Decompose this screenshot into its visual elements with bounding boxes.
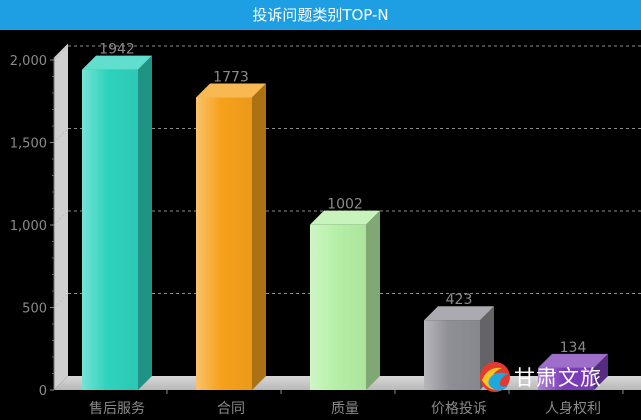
bar-1 bbox=[196, 83, 266, 390]
bar-side-face bbox=[138, 55, 152, 390]
y-tick-label: 1,500 bbox=[10, 137, 47, 152]
bar-side-face bbox=[252, 83, 266, 390]
bar-4 bbox=[538, 353, 608, 390]
chart-title: 投诉问题类别TOP-N bbox=[252, 6, 389, 24]
y-tick-label: 2,000 bbox=[10, 54, 47, 69]
bar-top-face bbox=[82, 55, 152, 70]
x-tick-label: 合同 bbox=[217, 401, 245, 417]
bar-top-face bbox=[538, 353, 608, 368]
y-tick-label: 1,000 bbox=[10, 219, 47, 234]
bar-value-label: 134 bbox=[560, 340, 587, 356]
gridline-diagonal bbox=[53, 210, 69, 226]
x-tick-label: 价格投诉 bbox=[431, 401, 487, 417]
logo-swirl-icon bbox=[480, 362, 510, 392]
x-tick-label: 质量 bbox=[331, 401, 359, 417]
bar-value-label: 1002 bbox=[327, 197, 363, 213]
bar-front-face bbox=[538, 367, 594, 390]
bar-side-face bbox=[594, 353, 608, 390]
chart-header: 投诉问题类别TOP-N bbox=[0, 0, 641, 30]
x-tick-label: 售后服务 bbox=[89, 401, 145, 417]
bars-layer bbox=[82, 55, 608, 390]
bar-side-face bbox=[366, 210, 380, 390]
bar-front-face bbox=[310, 224, 366, 390]
bar-0 bbox=[82, 55, 152, 390]
bar-value-label: 1942 bbox=[99, 42, 135, 58]
gridline-diagonal bbox=[53, 293, 69, 308]
watermark-logo: 甘肃文旅 bbox=[478, 360, 628, 394]
gridline-diagonal bbox=[53, 128, 69, 143]
bar-top-face bbox=[196, 83, 266, 98]
gridline-diagonal bbox=[53, 45, 69, 61]
bar-front-face bbox=[424, 320, 480, 390]
bar-2 bbox=[310, 210, 380, 390]
bar-top-face bbox=[310, 210, 380, 225]
bar-top-face bbox=[424, 306, 494, 321]
bar-value-label: 423 bbox=[446, 292, 473, 308]
bar-front-face bbox=[82, 69, 138, 390]
chart-side-wall bbox=[54, 43, 68, 390]
y-tick-label: 500 bbox=[22, 302, 47, 317]
watermark-text: 甘肃文旅 bbox=[514, 366, 602, 390]
bar-front-face bbox=[196, 97, 252, 390]
labels-layer: 0 500 1,000 1,500 2,000 1942 售后服务 1773 合同 1002 质量 4… bbox=[10, 42, 601, 417]
x-tick-label: 人身权利 bbox=[545, 401, 601, 417]
bar-value-label: 1773 bbox=[213, 69, 249, 85]
y-tick-label: 0 bbox=[39, 384, 47, 399]
bar-chart: 0 500 1,000 1,500 2,000 1942 售后服务 1773 合同 1002 质量 4… bbox=[10, 42, 641, 417]
